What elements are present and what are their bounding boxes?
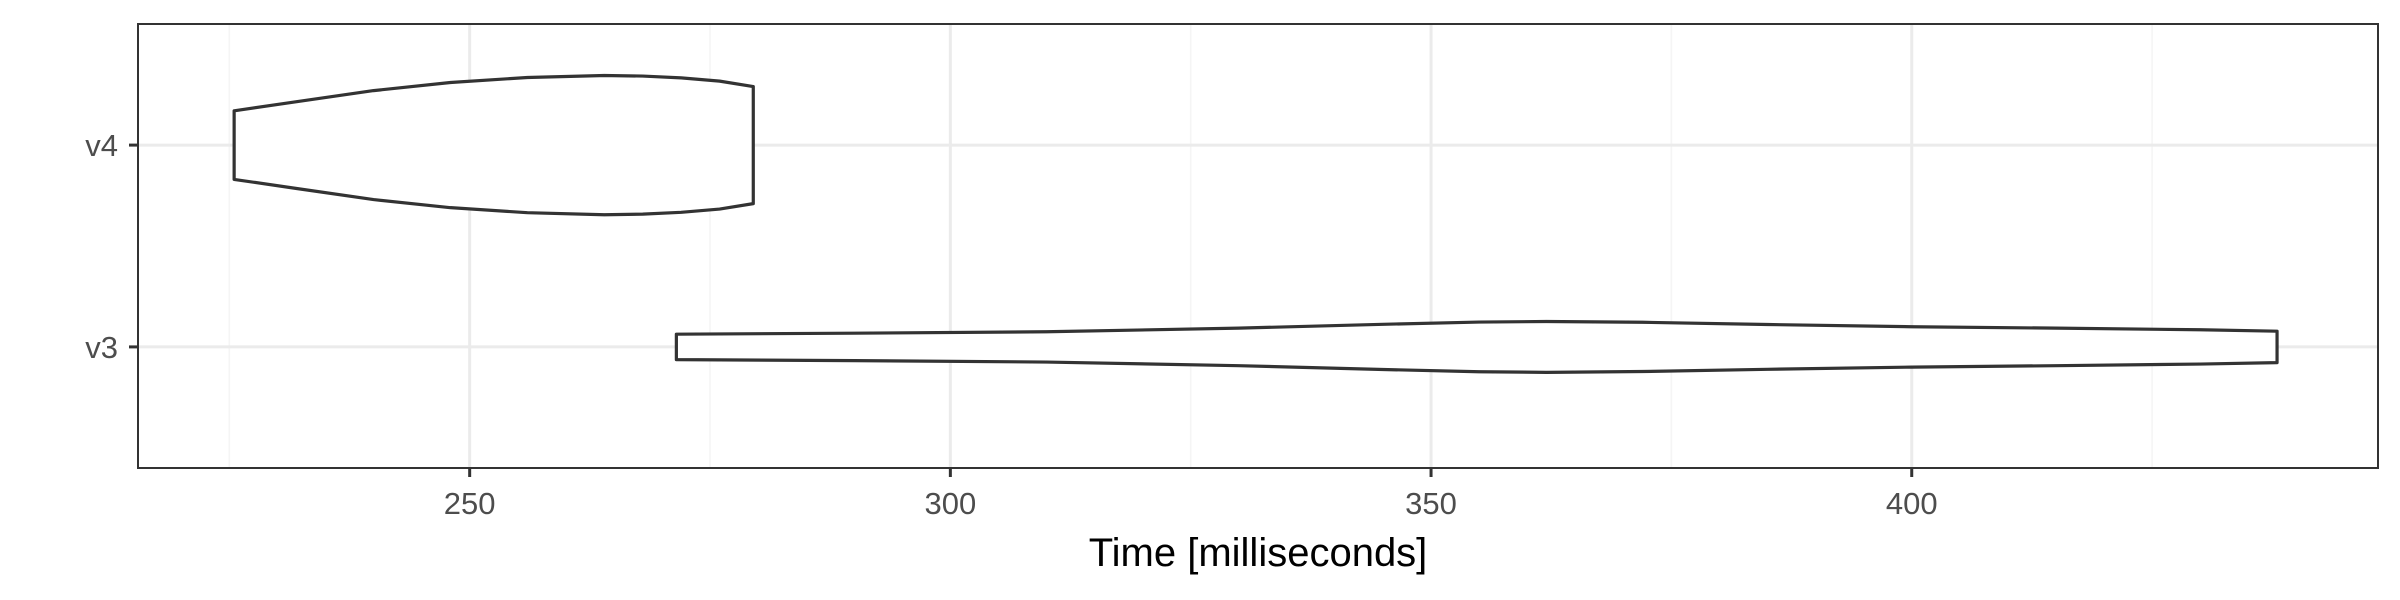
x-tick-label: 300 [924,486,976,521]
y-tick-label: v4 [85,128,118,163]
x-tick-label: 250 [444,486,496,521]
y-tick-label: v3 [85,330,118,365]
axes: 250 300 350 400 v3 v4 [85,128,1937,521]
panel-border [137,23,2379,469]
x-axis-title: Time [milliseconds] [1089,531,1428,575]
x-tick-label: 400 [1886,486,1938,521]
violin-v4 [232,73,755,217]
violins [232,73,2279,374]
violin-v3 [674,319,2279,374]
x-tick-label: 350 [1405,486,1457,521]
